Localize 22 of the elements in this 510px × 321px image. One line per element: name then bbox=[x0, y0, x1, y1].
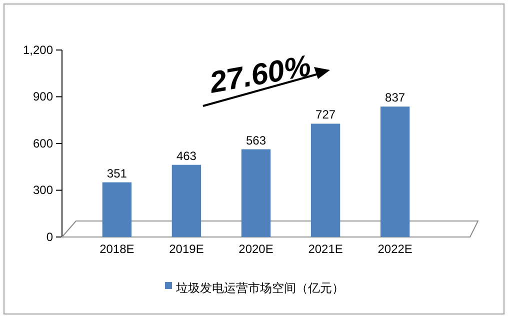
x-tick-label: 2021E bbox=[308, 242, 343, 256]
data-label: 727 bbox=[316, 108, 336, 122]
x-tick-label: 2020E bbox=[238, 242, 274, 256]
y-tick-label: 0 bbox=[46, 230, 54, 244]
y-tick-label: 300 bbox=[32, 183, 54, 198]
legend-label: 垃圾发电运营市场空间（亿元） bbox=[175, 281, 344, 296]
x-tick-label: 2022E bbox=[378, 242, 412, 256]
bar bbox=[172, 164, 202, 237]
y-tick-label: 1,200 bbox=[22, 42, 54, 57]
data-label: 463 bbox=[176, 148, 197, 163]
data-label: 351 bbox=[106, 166, 128, 180]
data-label: 837 bbox=[385, 90, 406, 105]
x-tick-label: 2018E bbox=[100, 242, 134, 256]
y-tick-label: 900 bbox=[32, 90, 54, 104]
annotation: 27.60% bbox=[206, 50, 314, 100]
bar bbox=[102, 182, 132, 237]
data-label: 563 bbox=[246, 133, 266, 148]
x-tick-label: 2019E bbox=[169, 242, 204, 256]
bar bbox=[380, 106, 410, 237]
bar bbox=[241, 149, 271, 237]
y-tick-label: 600 bbox=[32, 136, 54, 150]
bar bbox=[310, 124, 340, 237]
